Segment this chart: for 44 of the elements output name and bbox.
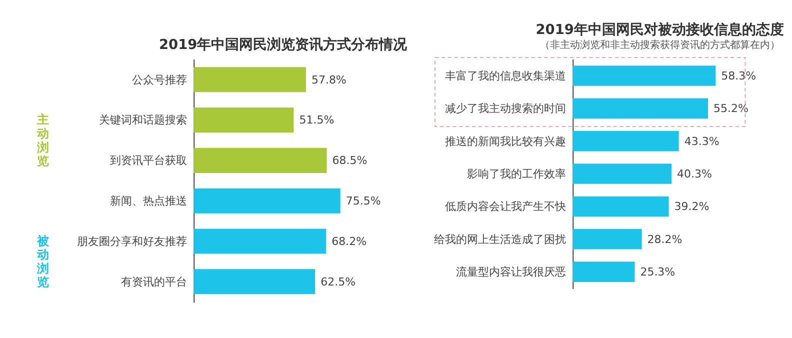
y-tick-label: 关键词和话题搜索 [98,114,187,127]
data-label: 43.3% [684,134,720,148]
bar [572,164,672,184]
chart-title: 2019年中国网民对被动接收信息的态度 [536,21,784,38]
chart-title: 2019年中国网民浏览资讯方式分布情况 [158,36,408,53]
bar [572,98,708,119]
data-label: 55.2% [713,102,748,116]
data-label: 25.3% [640,265,676,278]
y-tick-label: 影响了我的工作效率 [466,167,566,180]
bar [572,130,679,152]
y-tick-label: 朋友圈分享和好友推荐 [76,234,187,248]
data-label: 39.2% [674,200,710,214]
data-label: 68.2% [332,234,367,248]
bar [572,196,669,217]
data-label: 57.8% [311,73,346,86]
text: 被动浏览 [36,234,50,290]
bar [194,269,316,294]
bar [572,262,635,282]
text: 主动浏览 [36,112,50,168]
y-tick-label: 给我的网上生活造成了困扰 [434,232,566,246]
data-label: 51.5% [299,114,334,127]
y-tick-label: 低质内容会让我产生不快 [444,200,566,214]
data-label: 68.5% [332,154,368,168]
bar [194,67,306,92]
y-tick-label: 丰富了我的信息收集渠道 [444,69,566,82]
bar [194,108,294,133]
y-tick-label: 到资讯平台获取 [110,154,187,168]
bar [572,66,716,86]
data-label: 62.5% [320,275,356,288]
y-tick-label: 减少了我主动搜索的时间 [444,102,566,116]
y-tick-label: 新闻、热点推送 [110,194,187,208]
data-label: 75.5% [346,194,381,208]
bar [194,188,340,214]
y-tick-label: 公众号推荐 [132,73,187,86]
bar [194,228,326,254]
y-tick-label: 推送的新闻我比较有兴趣 [444,134,566,148]
y-tick-label: 流量型内容让我很厌恶 [456,265,566,278]
data-label: 28.2% [647,232,682,246]
y-tick-label: 有资讯的平台 [120,275,187,288]
data-label: 40.3% [676,167,712,180]
data-label: 58.3% [721,69,756,82]
bar [194,148,327,173]
bar [572,229,642,250]
chart-subtitle: （非主动浏览和非主动搜索获得资讯的方式都算在内） [540,38,780,51]
